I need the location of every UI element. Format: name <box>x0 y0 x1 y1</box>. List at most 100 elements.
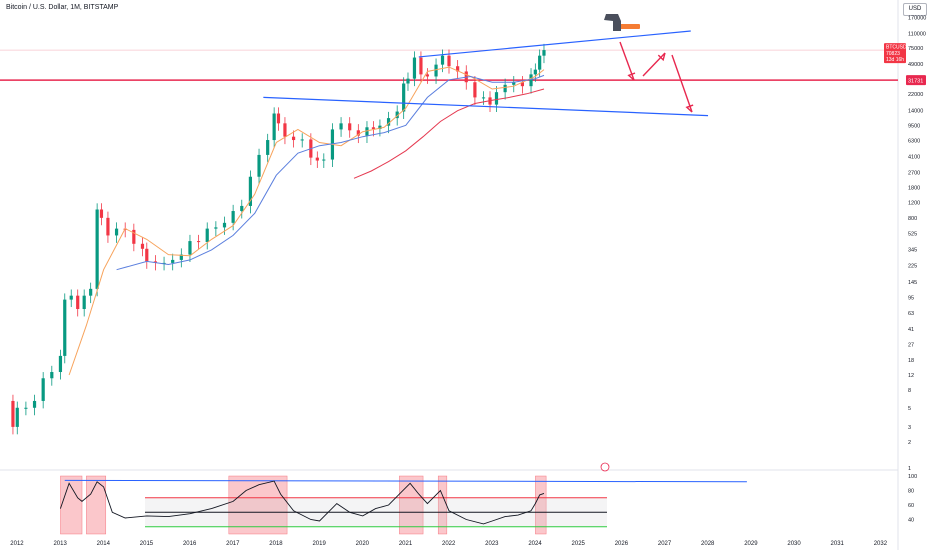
candle-body <box>11 400 15 427</box>
candle-body <box>171 259 175 263</box>
arrow-down-icon-head <box>685 104 694 113</box>
y-tick-label: 9500 <box>908 123 920 129</box>
candle-body <box>412 57 417 79</box>
candle-body <box>339 123 343 130</box>
x-tick-label: 2025 <box>572 541 586 547</box>
rsi-tick-label: 60 <box>908 503 914 509</box>
candle-body <box>106 217 110 236</box>
y-tick-label: 110000 <box>908 32 926 38</box>
x-tick-label: 2020 <box>356 541 370 547</box>
y-tick-label: 6300 <box>908 139 920 145</box>
rsi-overbought-zone <box>535 475 547 535</box>
candle-body <box>248 176 253 206</box>
x-tick-label: 2032 <box>874 541 888 547</box>
y-tick-label: 5 <box>908 406 911 412</box>
x-tick-label: 2022 <box>442 541 456 547</box>
x-tick-label: 2021 <box>399 541 413 547</box>
candle-body <box>99 209 104 218</box>
y-tick-label: 2 <box>908 440 911 446</box>
candle-body <box>395 111 399 119</box>
trendline-upper <box>418 30 691 58</box>
candle-body <box>132 229 136 244</box>
candle-body <box>447 55 451 67</box>
candle-body <box>520 82 524 87</box>
candle-body <box>542 50 546 56</box>
x-tick-label: 2023 <box>485 541 499 547</box>
arrow-down-icon <box>671 54 693 113</box>
y-tick-label: 75000 <box>908 46 923 52</box>
arrow-up-icon-head <box>657 52 666 62</box>
candle-body <box>196 241 201 243</box>
y-tick-label: 14000 <box>908 109 923 115</box>
candle-body <box>356 130 360 136</box>
x-tick-label: 2012 <box>10 541 24 547</box>
candle-body <box>145 248 149 262</box>
candle-body <box>494 92 499 105</box>
y-tick-label: 8 <box>908 388 911 394</box>
candle-body <box>58 355 63 373</box>
candle-body <box>89 288 93 296</box>
y-tick-label: 95 <box>908 296 914 302</box>
candle-body <box>322 159 326 161</box>
candle-body <box>481 97 486 99</box>
rsi-overbought-zone <box>60 475 83 535</box>
candle-body <box>114 228 119 236</box>
candle-body <box>315 157 319 161</box>
candle-body <box>272 113 276 141</box>
sma_200-line <box>353 88 545 179</box>
y-tick-label: 1 <box>908 466 911 472</box>
y-tick-label: 225 <box>908 263 917 269</box>
candle-body <box>140 243 145 249</box>
y-tick-label: 41 <box>908 327 914 333</box>
rsi-tick-label: 100 <box>908 474 917 480</box>
candle-body <box>503 84 507 93</box>
support-price-label <box>906 75 926 86</box>
y-tick-label: 1200 <box>908 201 920 207</box>
candle-body <box>512 82 516 85</box>
candle-body <box>82 295 86 310</box>
candle-body <box>434 64 438 77</box>
x-tick-label: 2027 <box>658 541 672 547</box>
rsi-overbought-zone <box>228 475 288 535</box>
candle-body <box>473 82 477 98</box>
candle-body <box>76 295 80 310</box>
candle-body <box>365 127 369 136</box>
x-tick-label: 2014 <box>97 541 111 547</box>
y-tick-label: 12 <box>908 373 914 379</box>
candle-body <box>533 69 537 75</box>
y-tick-label: 22000 <box>908 92 923 98</box>
x-tick-label: 2031 <box>831 541 845 547</box>
candle-body <box>348 123 352 131</box>
support-price-text: 31731 <box>908 79 923 85</box>
sma_long-line <box>116 74 545 271</box>
current-price-current_symbol: BTCUSD <box>886 45 907 51</box>
x-tick-label: 2018 <box>269 541 283 547</box>
candle-body <box>300 139 304 141</box>
rsi-tick-label: 40 <box>908 518 914 524</box>
candle-body <box>214 227 218 229</box>
y-tick-label: 145 <box>908 280 917 286</box>
x-tick-label: 2030 <box>787 541 801 547</box>
candle-body <box>32 400 37 408</box>
x-tick-label: 2013 <box>53 541 67 547</box>
candle-body <box>456 66 460 72</box>
candle-body <box>50 372 54 379</box>
x-tick-label: 2024 <box>528 541 542 547</box>
candle-body <box>276 113 281 124</box>
current-price-label <box>884 43 906 64</box>
y-tick-label: 170000 <box>908 15 926 21</box>
y-tick-label: 18 <box>908 358 914 364</box>
currency-button[interactable]: USD <box>903 3 927 16</box>
current-price-countdown: 13d 16h <box>886 57 904 63</box>
candle-body <box>291 136 296 141</box>
y-tick-label: 525 <box>908 232 917 238</box>
candle-body <box>402 83 406 112</box>
x-tick-label: 2028 <box>701 541 715 547</box>
trendline-lower <box>263 96 709 117</box>
candle-body <box>538 55 542 70</box>
rsi-line <box>59 480 545 525</box>
rsi-overbought-zone <box>399 475 424 535</box>
candle-body <box>231 211 235 223</box>
y-tick-label: 63 <box>908 311 914 317</box>
